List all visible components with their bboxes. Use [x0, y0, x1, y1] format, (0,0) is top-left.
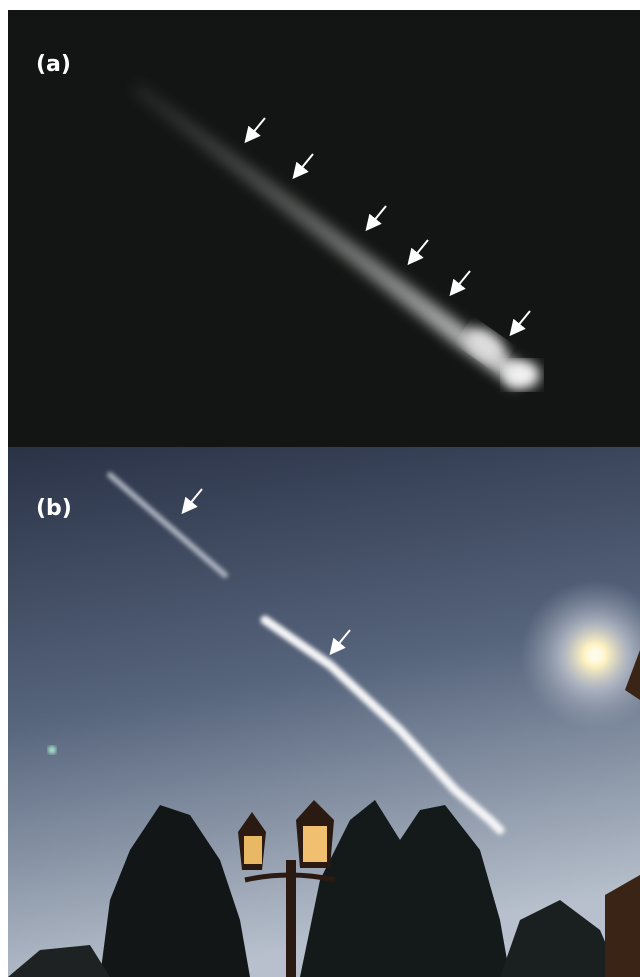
figure: (a) (b) — [0, 0, 640, 977]
moon-core — [587, 647, 603, 663]
page: (a) (b) (() => { const data = JSON. — [0, 0, 640, 977]
panel-label: (a) — [36, 52, 71, 77]
glow — [504, 361, 540, 389]
star — [48, 746, 56, 754]
panel-label: (b) — [36, 496, 72, 521]
panel-a: (a) — [8, 10, 640, 447]
panel-b: (b) — [8, 447, 640, 977]
